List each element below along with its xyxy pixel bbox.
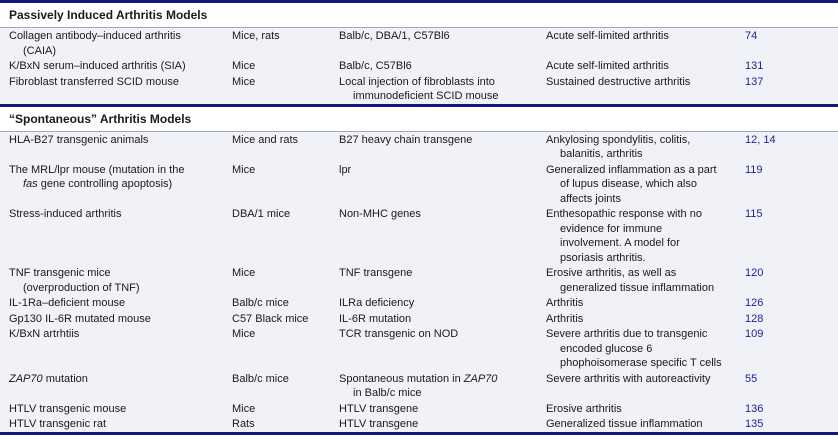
model-cell: HTLV transgenic rat <box>9 418 107 430</box>
species-cell: Balb/c mice <box>232 297 289 309</box>
section-header-passively-induced: Passively Induced Arthritis Models <box>0 0 838 28</box>
table-row: IL-1Ra–deficient mouse Balb/c mice ILRa … <box>0 295 838 311</box>
reference-cell: 115 <box>745 208 763 220</box>
model-text: mutation <box>42 372 88 385</box>
genetics-text: in Balb/c mice <box>353 387 422 399</box>
table-row: Collagen antibody–induced arthritis (CAI… <box>0 28 838 59</box>
genetics-cell: lpr <box>339 163 352 176</box>
genetics-cell: B27 heavy chain transgene <box>339 133 473 146</box>
genetics-cell: Non-MHC genes <box>339 208 421 220</box>
phenotype-cell: Generalized tissue inflammation <box>546 418 703 430</box>
phenotype-cell: Generalized inflammation as a part of lu… <box>546 163 717 205</box>
genetics-cell: ILRa deficiency <box>339 297 415 309</box>
reference-cell: 12, 14 <box>745 133 776 146</box>
genetics-cell: TCR transgenic on NOD <box>339 328 459 340</box>
table-row: TNF transgenic mice (overproduction of T… <box>0 265 838 295</box>
reference-cell: 128 <box>745 312 764 325</box>
phenotype-cell: Severe arthritis with autoreactivity <box>546 372 711 385</box>
phenotype-cell: Ankylosing spondylitis, colitis, balanit… <box>546 133 691 161</box>
model-cell: Fibroblast transferred SCID mouse <box>9 75 179 88</box>
species-cell: Mice <box>232 163 256 176</box>
phenotype-cell: Sustained destructive arthritis <box>546 75 691 88</box>
species-cell: Mice, rats <box>232 30 280 42</box>
section-header-spontaneous: “Spontaneous” Arthritis Models <box>0 103 838 132</box>
genetics-cell: Spontaneous mutation in ZAP70 in Balb/c … <box>339 372 538 401</box>
species-cell: C57 Black mice <box>232 312 309 325</box>
reference-cell: 55 <box>745 372 758 385</box>
model-cell: K/BxN artrhtiis <box>9 328 80 340</box>
phenotype-cell: Severe arthritis due to transgenic encod… <box>546 328 722 369</box>
reference-cell: 120 <box>745 267 764 279</box>
model-cell: Stress-induced arthritis <box>9 208 122 220</box>
genetics-cell: Local injection of fibroblasts into immu… <box>339 75 499 103</box>
genetics-text: Spontaneous mutation in <box>339 372 464 385</box>
phenotype-cell: Acute self-limited arthritis <box>546 60 669 72</box>
table-row: Stress-induced arthritis DBA/1 mice Non-… <box>0 206 838 265</box>
reference-cell: 131 <box>745 60 764 72</box>
phenotype-cell: Arthritis <box>546 297 584 309</box>
model-cell: IL-1Ra–deficient mouse <box>9 297 126 309</box>
table-row: HTLV transgenic rat Rats HTLV transgene … <box>0 416 838 433</box>
species-cell: Mice and rats <box>232 133 299 146</box>
phenotype-cell: Enthesopathic response with no evidence … <box>546 208 702 264</box>
model-cell: Gp130 IL-6R mutated mouse <box>9 312 151 325</box>
model-cell: TNF transgenic mice (overproduction of T… <box>9 267 140 294</box>
reference-cell: 136 <box>745 402 764 415</box>
reference-cell: 74 <box>745 30 758 42</box>
gene-name-italic: fas <box>23 178 38 190</box>
species-cell: DBA/1 mice <box>232 208 291 220</box>
table-row: HTLV transgenic mouse Mice HTLV transgen… <box>0 401 838 417</box>
table-row: HLA-B27 transgenic animals Mice and rats… <box>0 131 838 162</box>
table-row: K/BxN serum–induced arthritis (SIA) Mice… <box>0 58 838 74</box>
model-cell: ZAP70 mutation <box>9 372 224 387</box>
gene-name-italic: ZAP70 <box>463 372 498 385</box>
model-text: gene controlling apoptosis) <box>37 178 173 190</box>
model-cell: K/BxN serum–induced arthritis (SIA) <box>9 60 186 72</box>
species-cell: Mice <box>232 328 256 340</box>
genetics-cell: HTLV transgene <box>339 418 419 430</box>
table-row: K/BxN artrhtiis Mice TCR transgenic on N… <box>0 326 838 371</box>
table-row: The MRL/lpr mouse (mutation in the fas g… <box>0 162 838 207</box>
reference-cell: 137 <box>745 75 764 88</box>
genetics-cell: HTLV transgene <box>339 402 419 415</box>
species-cell: Rats <box>232 418 255 430</box>
gene-name-italic: ZAP70 <box>9 372 43 385</box>
model-cell: The MRL/lpr mouse (mutation in the fas g… <box>9 163 224 192</box>
section-title: “Spontaneous” Arthritis Models <box>0 103 838 132</box>
table-row: ZAP70 mutation Balb/c mice Spontaneous m… <box>0 371 838 401</box>
model-text: The MRL/lpr mouse (mutation in the <box>9 163 185 176</box>
species-cell: Mice <box>232 60 256 72</box>
section-title: Passively Induced Arthritis Models <box>0 0 838 28</box>
genetics-cell: Balb/c, DBA/1, C57Bl6 <box>339 30 450 42</box>
species-cell: Mice <box>232 75 256 88</box>
reference-cell: 126 <box>745 297 764 309</box>
reference-cell: 135 <box>745 418 764 430</box>
species-cell: Mice <box>232 402 256 415</box>
species-cell: Mice <box>232 267 256 279</box>
phenotype-cell: Arthritis <box>546 312 584 325</box>
table-row: Fibroblast transferred SCID mouse Mice L… <box>0 74 838 106</box>
model-cell: HTLV transgenic mouse <box>9 402 127 415</box>
species-cell: Balb/c mice <box>232 372 289 385</box>
phenotype-cell: Erosive arthritis <box>546 402 622 415</box>
reference-cell: 109 <box>745 328 764 340</box>
model-cell: Collagen antibody–induced arthritis (CAI… <box>9 30 181 57</box>
phenotype-cell: Erosive arthritis, as well as generalize… <box>546 267 715 294</box>
model-cell: HLA-B27 transgenic animals <box>9 133 149 146</box>
genetics-cell: IL-6R mutation <box>339 312 412 325</box>
table-row: Gp130 IL-6R mutated mouse C57 Black mice… <box>0 311 838 327</box>
reference-cell: 119 <box>745 163 763 176</box>
genetics-cell: TNF transgene <box>339 267 413 279</box>
phenotype-cell: Acute self-limited arthritis <box>546 30 669 42</box>
genetics-cell: Balb/c, C57Bl6 <box>339 60 412 72</box>
